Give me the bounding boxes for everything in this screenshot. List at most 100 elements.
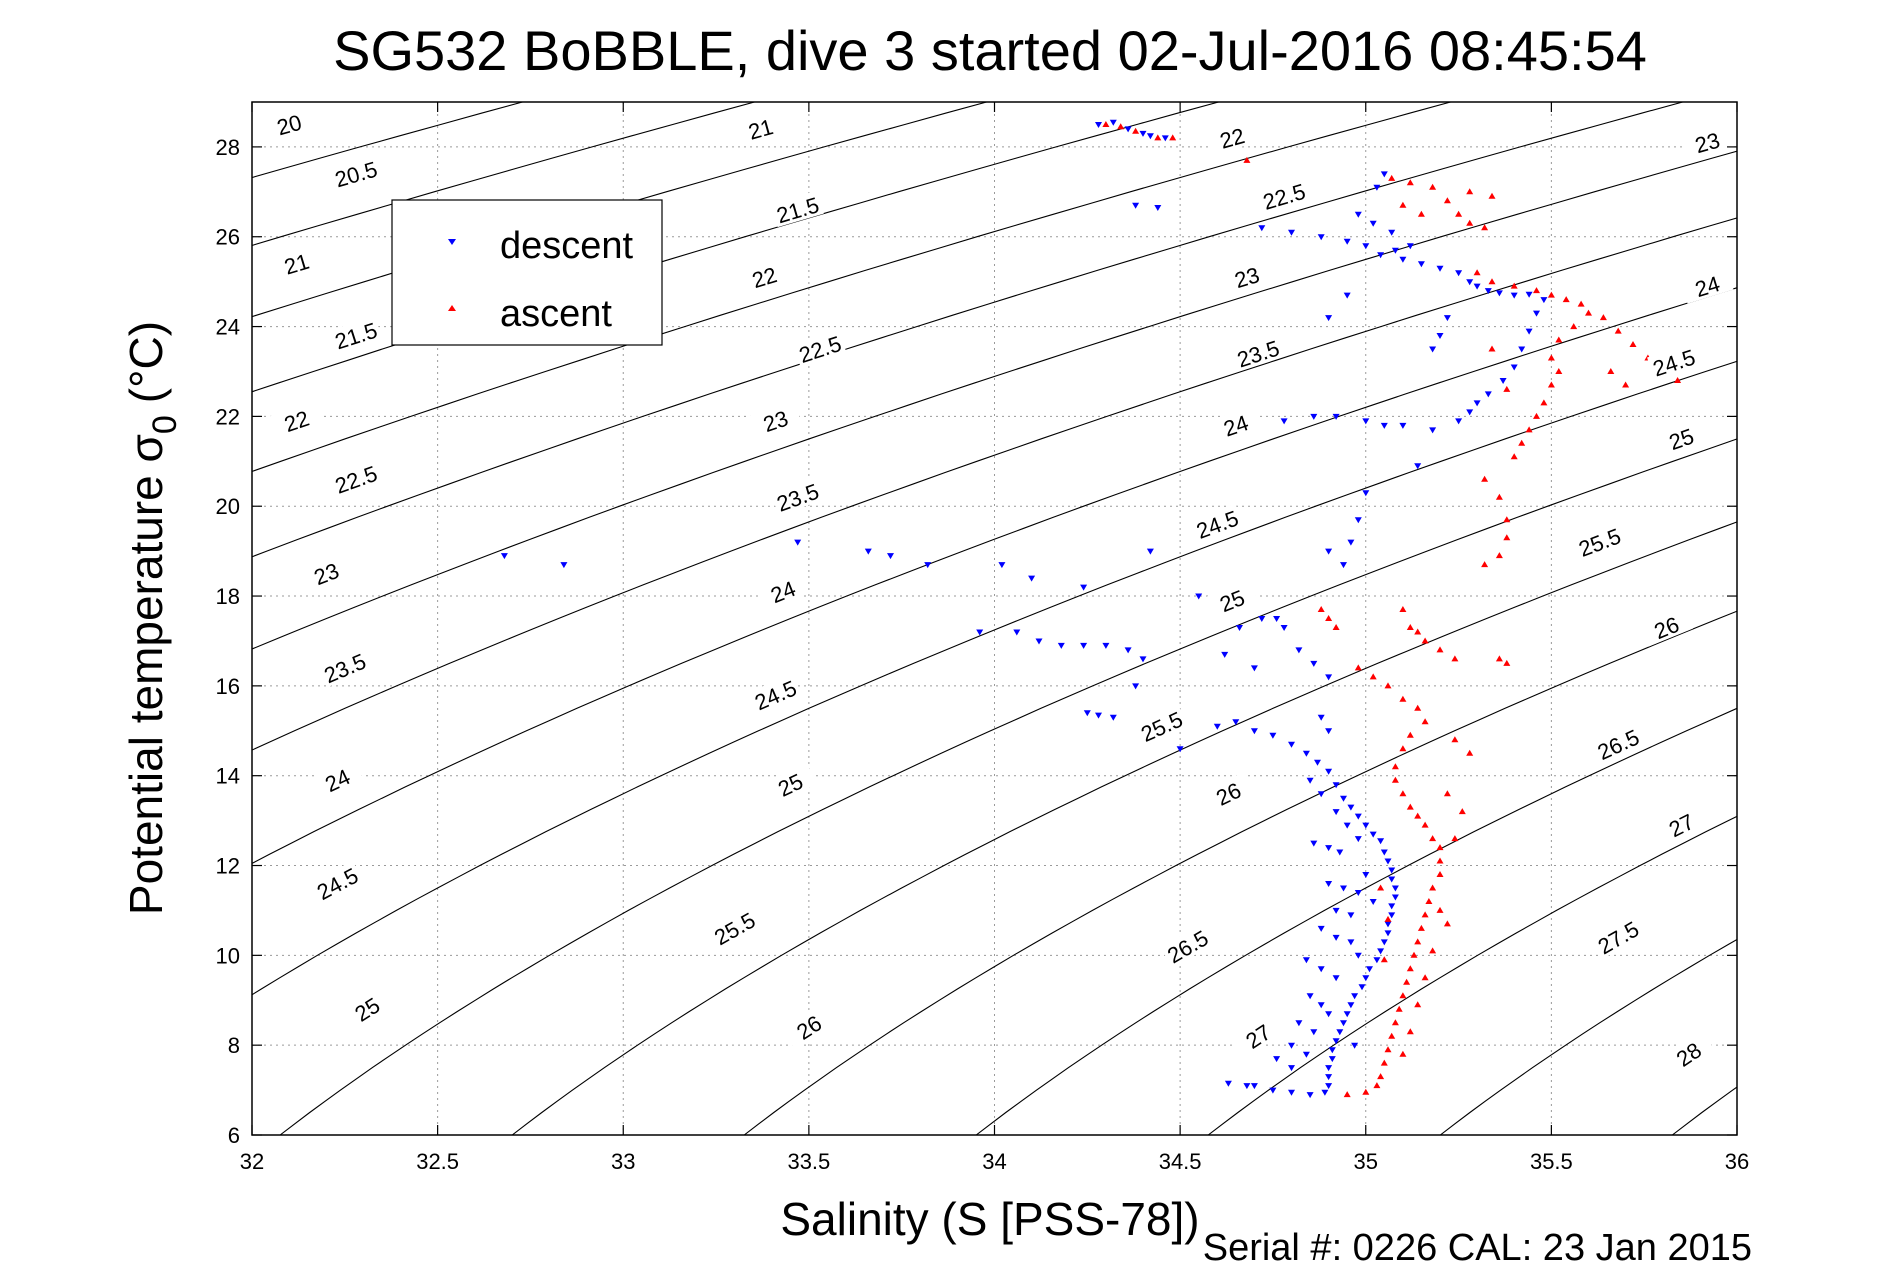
density-contour-line [252, 102, 1683, 558]
x-tick-label: 36 [1725, 1149, 1749, 1174]
x-tick-label: 32 [240, 1149, 264, 1174]
descent-point [1358, 984, 1366, 991]
descent-point [1325, 1074, 1333, 1081]
descent-point [1351, 993, 1359, 1000]
ascent-point [1503, 659, 1511, 666]
descent-point [1388, 876, 1396, 883]
ascent-point [1622, 381, 1630, 388]
ascent-point [1562, 296, 1570, 303]
density-contour-label-bg [1572, 521, 1626, 561]
density-contour-label-bg [262, 105, 316, 142]
ascent-point [1414, 938, 1422, 945]
ascent-point [1443, 920, 1451, 927]
descent-point [1317, 966, 1325, 973]
descent-point [924, 562, 932, 569]
descent-point [1388, 229, 1396, 236]
ascent-point [1317, 606, 1325, 612]
density-contour-label-bg [737, 257, 791, 295]
ascent-point [1451, 835, 1459, 842]
descent-point [1436, 333, 1444, 339]
descent-point [1354, 211, 1362, 218]
descent-point [1124, 126, 1132, 133]
legend-marker-descent [448, 239, 456, 245]
density-contour-line [1439, 938, 1737, 1135]
ascent-point [1510, 282, 1518, 289]
ascent-point [1414, 812, 1422, 819]
descent-point [1369, 220, 1377, 227]
density-contour-label-bg [1160, 923, 1214, 968]
descent-point [1336, 849, 1344, 856]
density-contour-label-bg [748, 673, 802, 715]
density-contour-label-bg [733, 109, 787, 146]
ascent-point [1481, 224, 1489, 231]
density-contour-line [252, 150, 1737, 650]
ascent-point [1547, 354, 1555, 361]
ascent-point [1399, 695, 1407, 702]
ascent-point [1421, 821, 1429, 828]
descent-point [1154, 205, 1162, 211]
density-contour-label-bg [1208, 405, 1263, 444]
density-contour-label-bg [329, 154, 383, 192]
density-contour-label-bg [1134, 704, 1188, 747]
ascent-point [1332, 624, 1340, 630]
descent-point [1161, 135, 1169, 142]
ascent-point [1533, 412, 1540, 419]
x-tick-label: 34 [982, 1149, 1006, 1174]
axis-ticks: 32 32.5 33 33.5 34 34.5 35 35.5 36 6 8 10 12 14 16 18 20… [216, 102, 1749, 1174]
ascent-point [1429, 884, 1437, 891]
descent-point [1013, 629, 1021, 636]
descent-point [1146, 133, 1154, 140]
density-contour-label-bg [1654, 802, 1708, 846]
descent-point [1250, 665, 1258, 672]
density-contour-label: 23 [1220, 257, 1274, 295]
descent-point [1436, 265, 1444, 272]
x-tick-label: 35.5 [1530, 1149, 1573, 1174]
descent-point [1484, 391, 1492, 398]
descent-point [1340, 795, 1347, 802]
y-tick-label: 8 [228, 1033, 240, 1058]
y-tick-label: 22 [216, 404, 240, 429]
descent-point [1362, 822, 1370, 829]
descent-point [1354, 890, 1362, 896]
descent-point [1347, 539, 1355, 546]
descent-point [1384, 921, 1392, 928]
descent-point [1102, 642, 1110, 649]
descent-point [1369, 831, 1377, 838]
density-contour-label-bg [329, 315, 383, 354]
descent-point [1377, 838, 1385, 845]
descent-point [1354, 517, 1362, 524]
ascent-point [1443, 790, 1451, 797]
descent-point [1232, 719, 1240, 726]
ascent-point [1421, 718, 1429, 725]
ascent-point [1555, 368, 1563, 374]
descent-point [1250, 728, 1258, 735]
ascent-point [1325, 615, 1333, 621]
descent-point [1510, 292, 1518, 299]
descent-point [1384, 930, 1392, 937]
descent-point [1377, 948, 1385, 955]
descent-point [1362, 243, 1370, 250]
descent-point [1336, 1029, 1344, 1036]
descent-point [1391, 894, 1399, 901]
data-points [500, 119, 1682, 1099]
descent-point [1310, 1029, 1318, 1036]
ascent-point [1406, 731, 1414, 738]
ascent-point [1406, 1028, 1414, 1035]
ascent-point [1406, 803, 1414, 810]
descent-point [1321, 1089, 1329, 1096]
ascent-point [1533, 287, 1540, 294]
ascent-point [1414, 628, 1422, 635]
descent-point [1325, 845, 1333, 852]
y-tick-label: 14 [216, 764, 240, 789]
ascent-point [1373, 1082, 1381, 1089]
ascent-point [1503, 534, 1511, 541]
descent-point [1176, 746, 1184, 753]
descent-point [1380, 171, 1388, 178]
ascent-point [1510, 453, 1518, 460]
descent-point [1295, 1020, 1303, 1027]
descent-point [1414, 463, 1422, 470]
descent-point [1132, 683, 1140, 690]
y-axis-label-subscript: 0 [146, 415, 184, 434]
ascent-point [1417, 210, 1425, 217]
descent-point [1146, 548, 1154, 555]
